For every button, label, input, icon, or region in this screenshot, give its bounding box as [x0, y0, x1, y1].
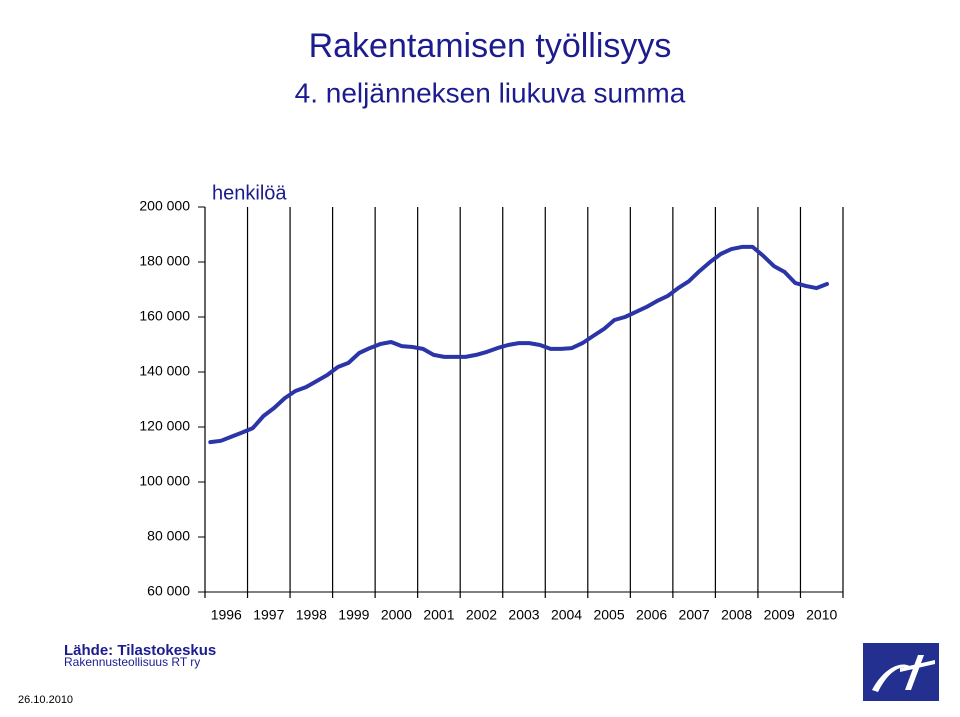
- date: 26.10.2010: [18, 694, 73, 706]
- data-line: [208, 244, 829, 445]
- x-tick-label: 1998: [296, 607, 327, 623]
- x-tick-label: 2004: [551, 607, 582, 623]
- source: Lähde: Tilastokeskus: [64, 642, 216, 659]
- x-tick-label: 2009: [764, 607, 795, 623]
- x-tick-label: 1996: [211, 607, 242, 623]
- y-tick-label: 80 000: [147, 528, 190, 544]
- x-tick-label: 2006: [636, 607, 667, 623]
- x-tick-label: 2005: [593, 607, 624, 623]
- y-tick-label: 120 000: [139, 418, 190, 434]
- y-tick-label: 180 000: [139, 253, 190, 269]
- y-axis-label: henkilöä: [212, 182, 287, 204]
- publisher: Rakennusteollisuus RT ry: [64, 655, 200, 669]
- x-tick-label: 2002: [466, 607, 497, 623]
- x-tick-label: 2010: [806, 607, 837, 623]
- chart-title: Rakentamisen työllisyys: [309, 27, 672, 65]
- chart-subtitle: 4. neljänneksen liukuva summa: [295, 77, 686, 108]
- y-tick-label: 100 000: [139, 473, 190, 489]
- x-tick-label: 1997: [253, 607, 284, 623]
- x-tick-label: 2000: [381, 607, 412, 623]
- y-tick-label: 140 000: [139, 363, 190, 379]
- x-tick-label: 2008: [721, 607, 752, 623]
- x-tick-label: 1999: [338, 607, 369, 623]
- x-tick-label: 2003: [508, 607, 539, 623]
- y-tick-label: 160 000: [139, 308, 190, 324]
- y-tick-label: 60 000: [147, 583, 190, 599]
- x-tick-label: 2001: [423, 607, 454, 623]
- logo: [863, 643, 939, 701]
- y-tick-label: 200 000: [139, 198, 190, 214]
- x-tick-label: 2007: [679, 607, 710, 623]
